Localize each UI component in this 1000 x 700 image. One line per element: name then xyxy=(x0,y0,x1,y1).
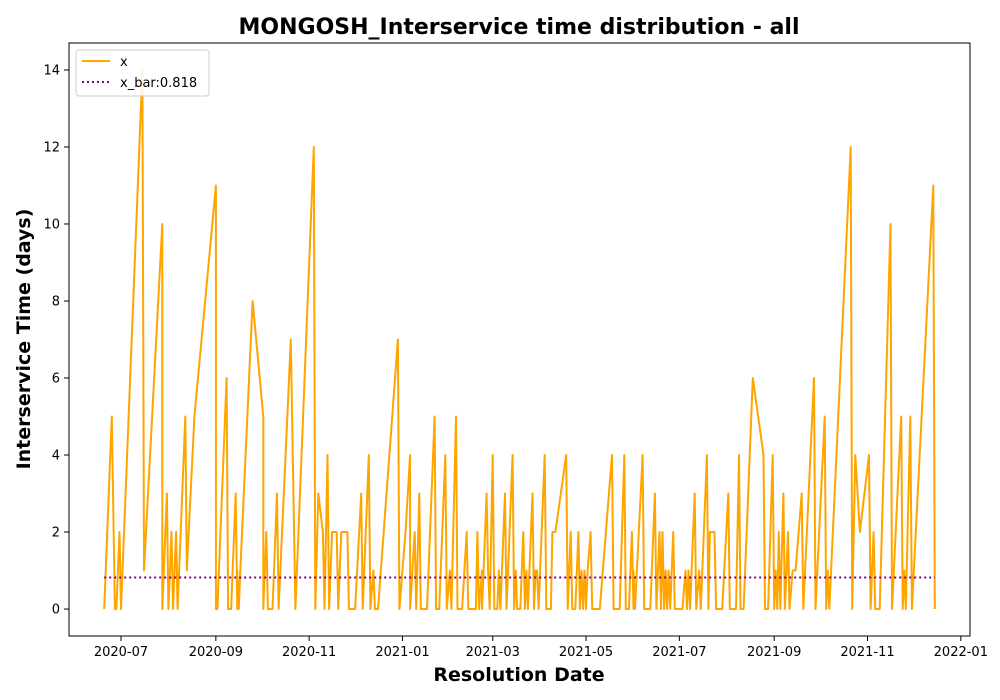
y-tick-label: 10 xyxy=(43,217,60,232)
legend: x x_bar:0.818 xyxy=(75,49,210,97)
x-tick-label: 2022-01 xyxy=(934,645,988,660)
x-tick-label: 2020-09 xyxy=(189,645,243,660)
y-tick-label: 0 xyxy=(52,603,60,618)
plot-frame xyxy=(68,42,971,637)
chart-title: MONGOSH_Interservice time distribution -… xyxy=(239,15,800,40)
y-tick-label: 2 xyxy=(52,526,60,541)
series-line-x xyxy=(103,69,936,610)
y-axis-label: Interservice Time (days) xyxy=(13,209,35,470)
y-tick-label: 4 xyxy=(52,449,60,464)
x-tick-label: 2020-07 xyxy=(94,645,148,660)
y-tick-label: 12 xyxy=(43,140,60,155)
y-axis: 0 2 4 6 8 10 12 14 xyxy=(43,63,69,618)
y-tick-label: 6 xyxy=(52,372,60,387)
y-tick-label: 8 xyxy=(52,294,60,309)
x-axis-label: Resolution Date xyxy=(433,664,604,686)
x-tick-label: 2021-11 xyxy=(840,645,894,660)
x-tick-label: 2021-09 xyxy=(747,645,801,660)
x-tick-label: 2021-03 xyxy=(466,645,520,660)
legend-label-x: x xyxy=(120,55,128,70)
legend-label-x-bar: x_bar:0.818 xyxy=(120,76,197,91)
x-tick-label: 2021-07 xyxy=(652,645,706,660)
x-axis: 2020-07 2020-09 2020-11 2021-01 2021-03 2021-… xyxy=(94,636,988,660)
series-layer xyxy=(103,69,936,610)
x-tick-label: 2021-05 xyxy=(559,645,613,660)
x-tick-label: 2020-11 xyxy=(282,645,336,660)
x-tick-label: 2021-01 xyxy=(375,645,429,660)
plot-area xyxy=(68,42,971,637)
y-tick-label: 14 xyxy=(43,63,60,78)
